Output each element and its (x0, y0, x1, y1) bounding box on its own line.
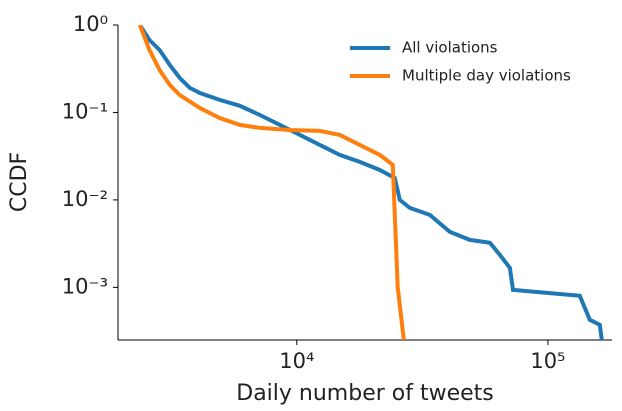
series-line (138, 25, 604, 340)
y-tick-label: 10⁻³ (62, 274, 108, 298)
legend-label: All violations (402, 39, 498, 57)
x-axis-label: Daily number of tweets (236, 381, 494, 406)
plot-area (137, 25, 604, 340)
y-tick-label: 10⁻² (62, 187, 108, 211)
x-tick-label: 10⁴ (279, 349, 314, 373)
series-line (137, 25, 406, 340)
legend-label: Multiple day violations (402, 67, 571, 85)
y-tick-label: 10⁻¹ (62, 99, 108, 123)
y-axis-label: CCDF (7, 152, 32, 212)
y-tick-label: 10⁰ (73, 12, 108, 36)
x-tick-label: 10⁵ (530, 349, 565, 373)
